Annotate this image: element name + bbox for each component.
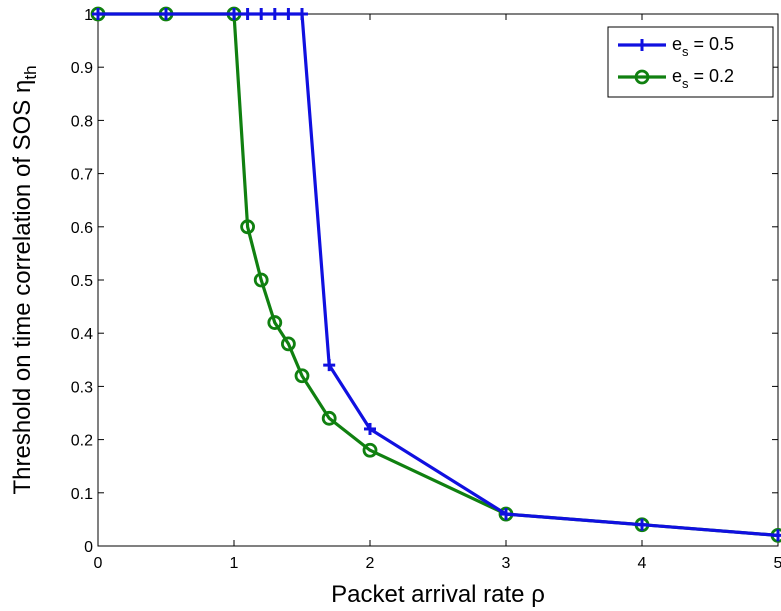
data-point [323, 359, 336, 372]
data-point [296, 8, 308, 20]
y-tick-label: 0.9 [71, 60, 93, 77]
data-point [636, 39, 648, 51]
y-tick-label: 0.2 [71, 433, 93, 450]
data-point [364, 422, 376, 435]
y-tick-label: 0.1 [71, 486, 93, 503]
data-point [321, 410, 337, 426]
data-point [253, 272, 269, 288]
data-point [268, 8, 281, 20]
data-point [228, 8, 240, 20]
x-tick-label: 0 [94, 555, 103, 572]
data-point [294, 368, 310, 384]
data-point [241, 8, 254, 20]
series-1 [92, 8, 781, 542]
x-tick-labels: 0 1 2 3 4 5 [94, 555, 781, 572]
legend-label: es = 0.5 [672, 34, 734, 59]
y-tick-labels: 0 0.1 0.2 0.3 0.4 0.5 0.6 0.7 0.8 0.9 1 [71, 7, 93, 556]
data-point [267, 315, 283, 330]
x-axis-label: Packet arrival rate ρ [331, 581, 545, 608]
data-point [280, 336, 296, 352]
legend-entry-1: es = 0.5 [618, 34, 734, 59]
data-point [634, 69, 650, 85]
data-point [255, 8, 268, 20]
y-tick-label: 0.4 [71, 326, 93, 343]
y-tick-label: 1 [84, 7, 93, 24]
data-point [636, 518, 648, 531]
x-tick-label: 2 [366, 555, 375, 572]
data-point [500, 508, 512, 521]
x-tick-label: 3 [502, 555, 511, 572]
legend-box [607, 26, 774, 98]
y-tick-label: 0.5 [71, 273, 93, 290]
axis-ticks [97, 13, 779, 547]
y-tick-label: 0.6 [71, 220, 93, 237]
data-point [92, 8, 104, 20]
legend: es = 0.5 es = 0.2 [607, 26, 774, 98]
y-tick-label: 0 [84, 539, 93, 556]
x-tick-label: 5 [774, 555, 781, 572]
x-tick-label: 1 [230, 555, 239, 572]
y-tick-label: 0.8 [71, 113, 93, 130]
x-tick-label: 4 [638, 555, 647, 572]
series-layer [90, 6, 781, 543]
legend-label: es = 0.2 [672, 66, 734, 91]
y-tick-label: 0.7 [71, 167, 93, 184]
y-tick-label: 0.3 [71, 379, 93, 396]
data-point [160, 8, 172, 20]
plot-area [97, 13, 779, 547]
data-point [240, 219, 256, 235]
data-point [362, 442, 378, 458]
y-axis-label: Threshold on time correlation of SOS ηth [9, 65, 40, 494]
data-point [772, 529, 781, 542]
data-point [282, 8, 295, 20]
legend-entry-2: es = 0.2 [618, 66, 734, 91]
